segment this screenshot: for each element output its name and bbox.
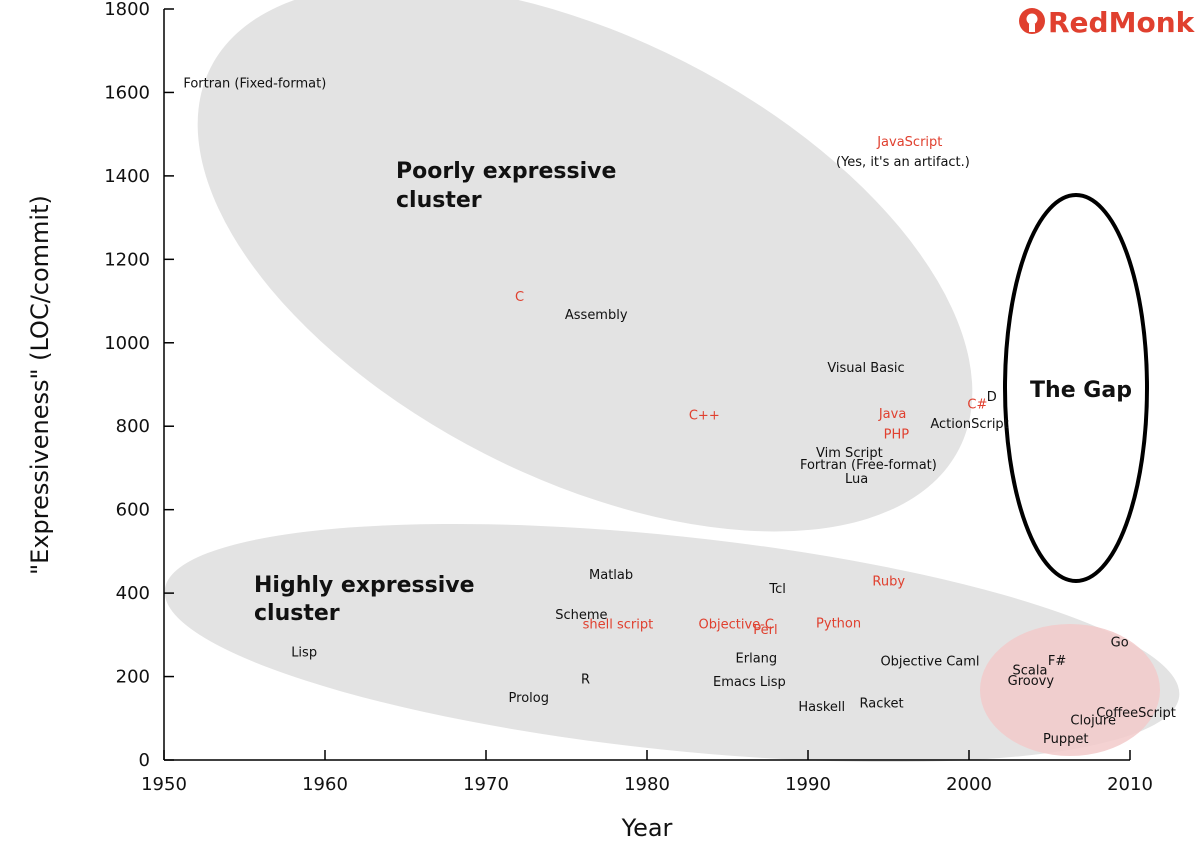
x-tick-label: 1970 — [463, 774, 509, 795]
data-point-label: R — [581, 673, 590, 688]
data-point-label: Matlab — [589, 568, 633, 583]
recent-languages-region — [980, 624, 1160, 756]
data-point-label: CoffeeScript — [1096, 706, 1176, 721]
data-point-label: Vim Script — [816, 446, 883, 461]
x-axis-ticks: 1950 1960 1970 1980 1990 2000 2010 — [141, 750, 1153, 795]
poorly-expressive-label-line2: cluster — [396, 188, 482, 213]
data-point-label: Python — [816, 617, 861, 632]
highly-expressive-cluster-region — [164, 523, 1180, 763]
y-tick-label: 400 — [116, 583, 150, 604]
x-tick-label: 1950 — [141, 774, 187, 795]
data-point-label: Java — [878, 407, 906, 422]
y-axis-title: "Expressiveness" (LOC/commit) — [26, 195, 54, 575]
data-point-label: Objective Caml — [880, 655, 979, 670]
x-axis-title: Year — [621, 814, 673, 842]
data-point-label: D — [987, 390, 997, 405]
y-tick-label: 600 — [116, 500, 150, 521]
data-point-label: ActionScript — [930, 417, 1008, 432]
y-tick-label: 1800 — [104, 0, 150, 20]
data-point-label: JavaScript — [876, 135, 942, 150]
data-point-label: C# — [967, 397, 987, 412]
y-tick-label: 200 — [116, 667, 150, 688]
y-tick-label: 1000 — [104, 333, 150, 354]
the-gap-label: The Gap — [1030, 378, 1132, 403]
the-gap-region — [1003, 193, 1149, 583]
data-point-label: Scala — [1012, 663, 1047, 678]
highly-expressive-label-line2: cluster — [254, 601, 340, 626]
y-tick-label: 800 — [116, 416, 150, 437]
data-point-label: Clojure — [1070, 714, 1116, 729]
data-point-label: Haskell — [798, 700, 845, 715]
data-point-label: C++ — [689, 409, 720, 424]
redmonk-logo-icon — [1019, 8, 1045, 34]
poorly-expressive-label: Poorly expressive — [396, 159, 616, 184]
x-tick-label: 1980 — [624, 774, 670, 795]
x-tick-label: 1960 — [302, 774, 348, 795]
data-point-label: Racket — [860, 696, 904, 711]
data-point-label: Fortran (Free-format) — [800, 458, 937, 473]
data-point-label: Erlang — [736, 651, 778, 666]
javascript-note: (Yes, it's an artifact.) — [836, 155, 970, 170]
data-point-label: PHP — [884, 428, 910, 443]
x-tick-label: 2000 — [946, 774, 992, 795]
data-point-label: Visual Basic — [827, 361, 904, 376]
data-point-label: Emacs Lisp — [713, 675, 786, 690]
y-axis-ticks: 0 200 400 600 800 1000 1200 1400 1600 1800 — [104, 0, 174, 771]
x-tick-label: 1990 — [785, 774, 831, 795]
data-point-label: Lua — [845, 472, 868, 487]
data-point-label: F# — [1048, 654, 1066, 669]
data-point-label: Tcl — [768, 582, 786, 597]
highly-expressive-label: Highly expressive — [254, 573, 475, 598]
data-point-label: Groovy — [1008, 674, 1055, 689]
brand-name: RedMonk — [1048, 6, 1196, 39]
data-point-label: shell script — [583, 618, 654, 633]
data-point-label: Ruby — [872, 575, 905, 590]
data-point-label: Fortran (Fixed-format) — [183, 76, 326, 91]
x-tick-label: 2010 — [1107, 774, 1153, 795]
data-point-labels: Fortran (Fixed-format) C Assembly Visual Ba… — [183, 76, 1176, 746]
poorly-expressive-cluster-region — [197, 0, 973, 532]
data-point-label: Prolog — [509, 691, 549, 706]
y-tick-label: 0 — [139, 750, 150, 771]
data-point-label: Go — [1111, 636, 1129, 651]
data-point-label: Assembly — [565, 308, 628, 323]
data-point-label: Puppet — [1043, 732, 1088, 747]
data-point-label: C — [515, 290, 524, 305]
y-tick-label: 1400 — [104, 166, 150, 187]
data-point-label: Lisp — [291, 646, 317, 661]
data-point-label: Scheme — [555, 608, 607, 623]
y-tick-label: 1200 — [104, 249, 150, 270]
data-point-label: Perl — [753, 623, 777, 638]
y-tick-label: 1600 — [104, 82, 150, 103]
data-point-label: Objective-C — [699, 618, 774, 633]
